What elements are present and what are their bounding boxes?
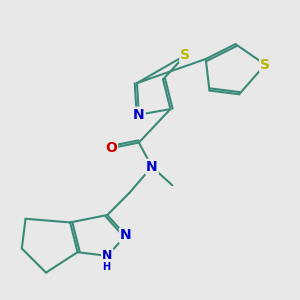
- Text: S: S: [260, 58, 270, 71]
- Text: H: H: [103, 262, 111, 272]
- Text: N: N: [146, 160, 158, 174]
- Text: N: N: [120, 229, 132, 242]
- Text: N: N: [133, 108, 145, 122]
- Text: N: N: [102, 249, 112, 262]
- Text: O: O: [105, 141, 117, 155]
- Text: S: S: [180, 48, 190, 62]
